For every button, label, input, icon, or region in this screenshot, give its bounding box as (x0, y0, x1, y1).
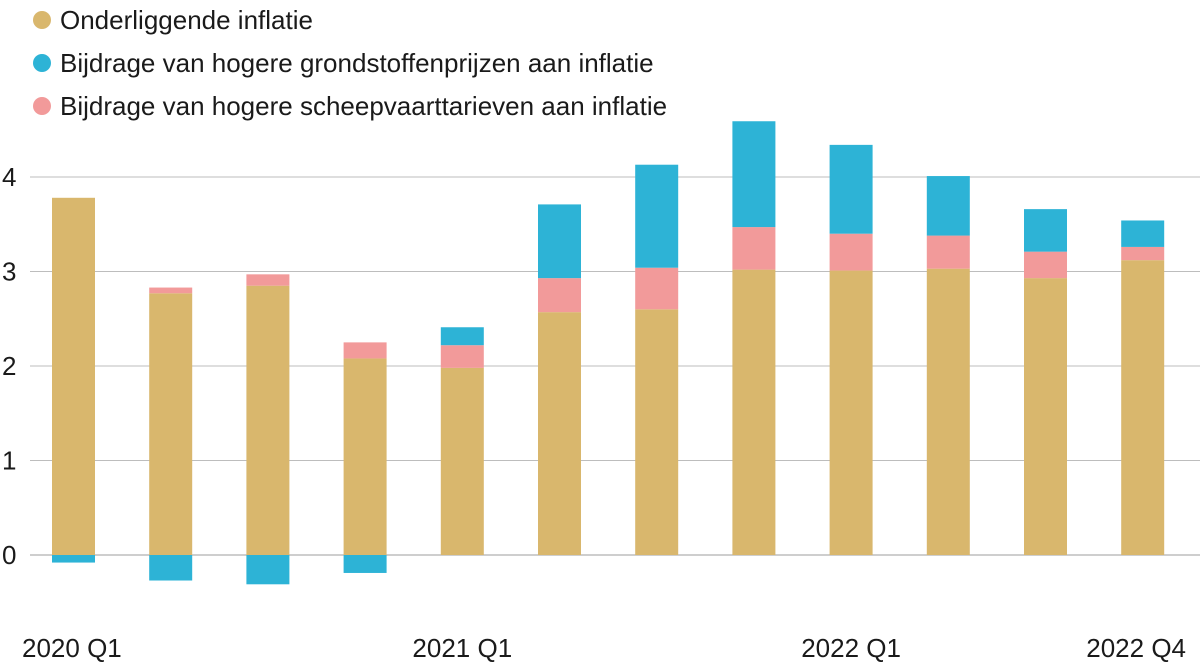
bar-segment-7-1 (732, 227, 776, 270)
bar-segment-8-2 (829, 144, 873, 234)
bar-segment-10-1 (1024, 251, 1067, 279)
legend-label-2: Bijdrage van hogere scheepvaarttarieven … (60, 91, 667, 121)
chart-legend: Onderliggende inflatie Bijdrage van hoger… (33, 5, 667, 121)
bar-segment-1-0 (149, 293, 193, 555)
bar-segment-6-2 (635, 164, 679, 268)
legend-label-0: Onderliggende inflatie (60, 5, 313, 35)
bar-segment-2-0 (246, 285, 290, 555)
bar-segment-10-2 (1024, 209, 1067, 252)
bar-segment-0-0 (52, 197, 95, 556)
bar-segment-3-0 (343, 358, 387, 555)
bar-segment-5-2 (538, 204, 581, 279)
bar-segment-5-0 (538, 312, 581, 555)
x-axis-tick-labels: 2020 Q1 2021 Q1 2022 Q1 2022 Q4 (22, 633, 1186, 663)
bar-segment-9-2 (926, 176, 970, 236)
bar-segment-5-1 (538, 278, 581, 313)
bar-segment-11-2 (1121, 220, 1165, 247)
bar-segment-3-1 (343, 342, 387, 359)
x-tick-label-1: 2021 Q1 (412, 633, 512, 663)
y-tick-label-1: 1 (2, 446, 16, 476)
bar-segment-3-2 (343, 555, 387, 573)
bar-segment-9-0 (926, 268, 970, 555)
bar-segment-2-2 (246, 555, 290, 585)
bar-segment-8-0 (829, 270, 873, 555)
bar-segment-11-1 (1121, 246, 1165, 261)
bar-segment-8-1 (829, 233, 873, 271)
y-tick-label-0: 0 (2, 540, 16, 570)
y-tick-label-4: 4 (2, 162, 16, 192)
legend-label-1: Bijdrage van hogere grondstoffenprijzen … (60, 48, 654, 78)
y-axis-tick-labels: 0 1 2 3 4 (2, 162, 16, 570)
bar-segment-2-1 (246, 274, 290, 286)
bar-segment-6-1 (635, 267, 679, 310)
bar-segment-11-0 (1121, 260, 1165, 555)
legend-swatch-0 (33, 11, 51, 29)
bar-segment-9-1 (926, 235, 970, 269)
x-tick-label-2: 2022 Q1 (801, 633, 901, 663)
bar-segment-4-0 (440, 367, 484, 555)
bar-segment-4-1 (440, 345, 484, 368)
y-tick-label-3: 3 (2, 257, 16, 287)
x-tick-label-3: 2022 Q4 (1086, 633, 1186, 663)
bar-segment-7-2 (732, 121, 776, 228)
y-tick-label-2: 2 (2, 351, 16, 381)
bar-segment-7-0 (732, 269, 776, 555)
x-tick-label-0: 2020 Q1 (22, 633, 122, 663)
bar-segment-0-2 (52, 555, 95, 563)
bar-series (52, 121, 1165, 585)
y-gridlines (30, 176, 1200, 556)
bar-segment-4-2 (440, 327, 484, 346)
legend-swatch-2 (33, 97, 51, 115)
bar-segment-1-1 (149, 287, 193, 294)
bar-segment-1-2 (149, 555, 193, 581)
legend-swatch-1 (33, 54, 51, 72)
bar-segment-6-0 (635, 309, 679, 555)
bar-segment-10-0 (1024, 278, 1067, 555)
